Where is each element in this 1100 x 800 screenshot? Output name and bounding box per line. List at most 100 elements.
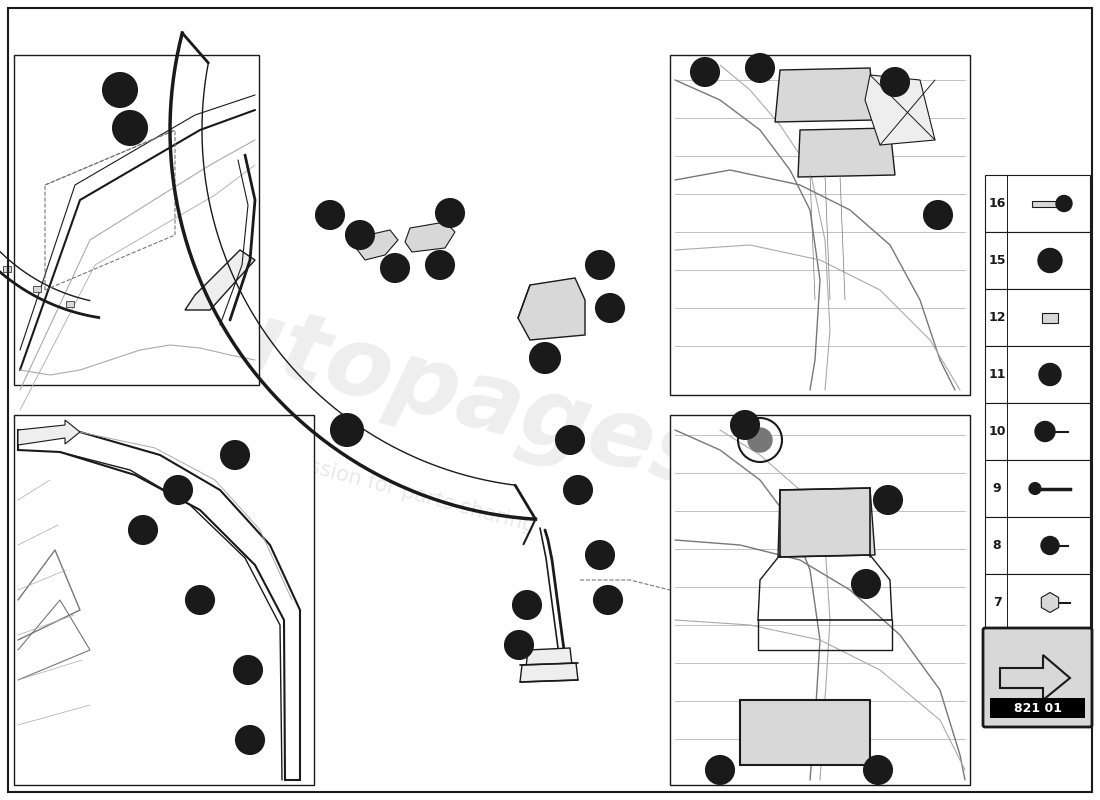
Polygon shape [798, 128, 895, 177]
Text: 16: 16 [988, 197, 1005, 210]
Circle shape [1045, 370, 1055, 379]
Polygon shape [356, 230, 398, 260]
Polygon shape [185, 250, 255, 310]
Text: 12: 12 [988, 311, 1005, 324]
Circle shape [331, 414, 363, 446]
Text: 14: 14 [751, 62, 768, 74]
Circle shape [1056, 195, 1072, 211]
Text: 3: 3 [716, 763, 724, 777]
Text: a passion for parts sharing: a passion for parts sharing [263, 444, 537, 536]
Text: 5: 5 [446, 206, 454, 219]
Text: 15: 15 [570, 483, 586, 497]
Circle shape [874, 486, 902, 514]
Circle shape [436, 199, 464, 227]
Text: 7: 7 [606, 302, 614, 314]
Circle shape [691, 58, 719, 86]
Text: 13: 13 [697, 66, 713, 78]
FancyBboxPatch shape [984, 175, 1090, 232]
Text: 10: 10 [432, 258, 448, 271]
Circle shape [221, 441, 249, 469]
Text: 9: 9 [174, 483, 183, 497]
Circle shape [564, 476, 592, 504]
FancyBboxPatch shape [984, 460, 1090, 517]
FancyBboxPatch shape [984, 574, 1090, 631]
Circle shape [732, 411, 759, 439]
Circle shape [594, 586, 621, 614]
Circle shape [234, 656, 262, 684]
FancyBboxPatch shape [3, 266, 11, 272]
Text: 15: 15 [988, 254, 1005, 267]
Circle shape [164, 476, 192, 504]
Circle shape [586, 541, 614, 569]
Text: 8: 8 [891, 75, 899, 89]
FancyBboxPatch shape [990, 698, 1085, 718]
Text: 12: 12 [352, 229, 368, 242]
Circle shape [706, 756, 734, 784]
Circle shape [505, 631, 534, 659]
Circle shape [103, 73, 138, 107]
Text: 8: 8 [884, 494, 892, 506]
Circle shape [1060, 199, 1068, 207]
Text: 11: 11 [135, 523, 151, 537]
FancyBboxPatch shape [66, 301, 75, 306]
Text: 11: 11 [122, 122, 139, 134]
Circle shape [864, 756, 892, 784]
Text: 9: 9 [596, 549, 604, 562]
FancyBboxPatch shape [984, 346, 1090, 403]
FancyBboxPatch shape [984, 289, 1090, 346]
Circle shape [426, 251, 454, 279]
Circle shape [1041, 537, 1059, 554]
Circle shape [924, 201, 952, 229]
Circle shape [556, 426, 584, 454]
Circle shape [596, 294, 624, 322]
FancyBboxPatch shape [984, 232, 1090, 289]
Polygon shape [405, 222, 455, 252]
Text: 9: 9 [231, 449, 239, 462]
Text: 12: 12 [930, 209, 946, 222]
Circle shape [746, 54, 774, 82]
Polygon shape [1000, 655, 1070, 700]
Text: 16: 16 [519, 598, 536, 611]
Polygon shape [776, 68, 875, 122]
Circle shape [1038, 249, 1061, 273]
Polygon shape [1042, 593, 1058, 613]
Circle shape [513, 591, 541, 619]
Text: 9: 9 [246, 734, 254, 746]
Polygon shape [18, 420, 80, 445]
Circle shape [236, 726, 264, 754]
Text: 6: 6 [326, 209, 334, 222]
Text: 8: 8 [873, 763, 882, 777]
Polygon shape [518, 278, 585, 340]
Text: 11: 11 [191, 594, 208, 606]
Polygon shape [520, 663, 578, 682]
Circle shape [186, 586, 214, 614]
Circle shape [1040, 363, 1062, 386]
Text: 10: 10 [387, 262, 403, 274]
Circle shape [1045, 255, 1055, 266]
Circle shape [748, 428, 772, 452]
FancyBboxPatch shape [984, 403, 1090, 460]
FancyBboxPatch shape [670, 415, 970, 785]
Text: 8: 8 [862, 578, 870, 590]
FancyBboxPatch shape [984, 517, 1090, 574]
Text: 4: 4 [741, 418, 749, 431]
Polygon shape [526, 648, 572, 667]
FancyBboxPatch shape [14, 415, 314, 785]
Text: 7: 7 [992, 596, 1001, 609]
Text: 2: 2 [541, 351, 549, 365]
Circle shape [129, 516, 157, 544]
Polygon shape [1032, 201, 1058, 206]
Text: 10: 10 [988, 425, 1005, 438]
Text: 10: 10 [112, 83, 128, 97]
Circle shape [346, 221, 374, 249]
Circle shape [852, 570, 880, 598]
Text: 821 01: 821 01 [1013, 702, 1062, 714]
Text: 11: 11 [988, 368, 1005, 381]
FancyBboxPatch shape [14, 55, 258, 385]
Text: 9: 9 [244, 663, 252, 677]
Polygon shape [1042, 313, 1058, 322]
Circle shape [530, 343, 560, 373]
Text: 7: 7 [596, 258, 604, 271]
Circle shape [586, 251, 614, 279]
FancyBboxPatch shape [33, 286, 41, 292]
